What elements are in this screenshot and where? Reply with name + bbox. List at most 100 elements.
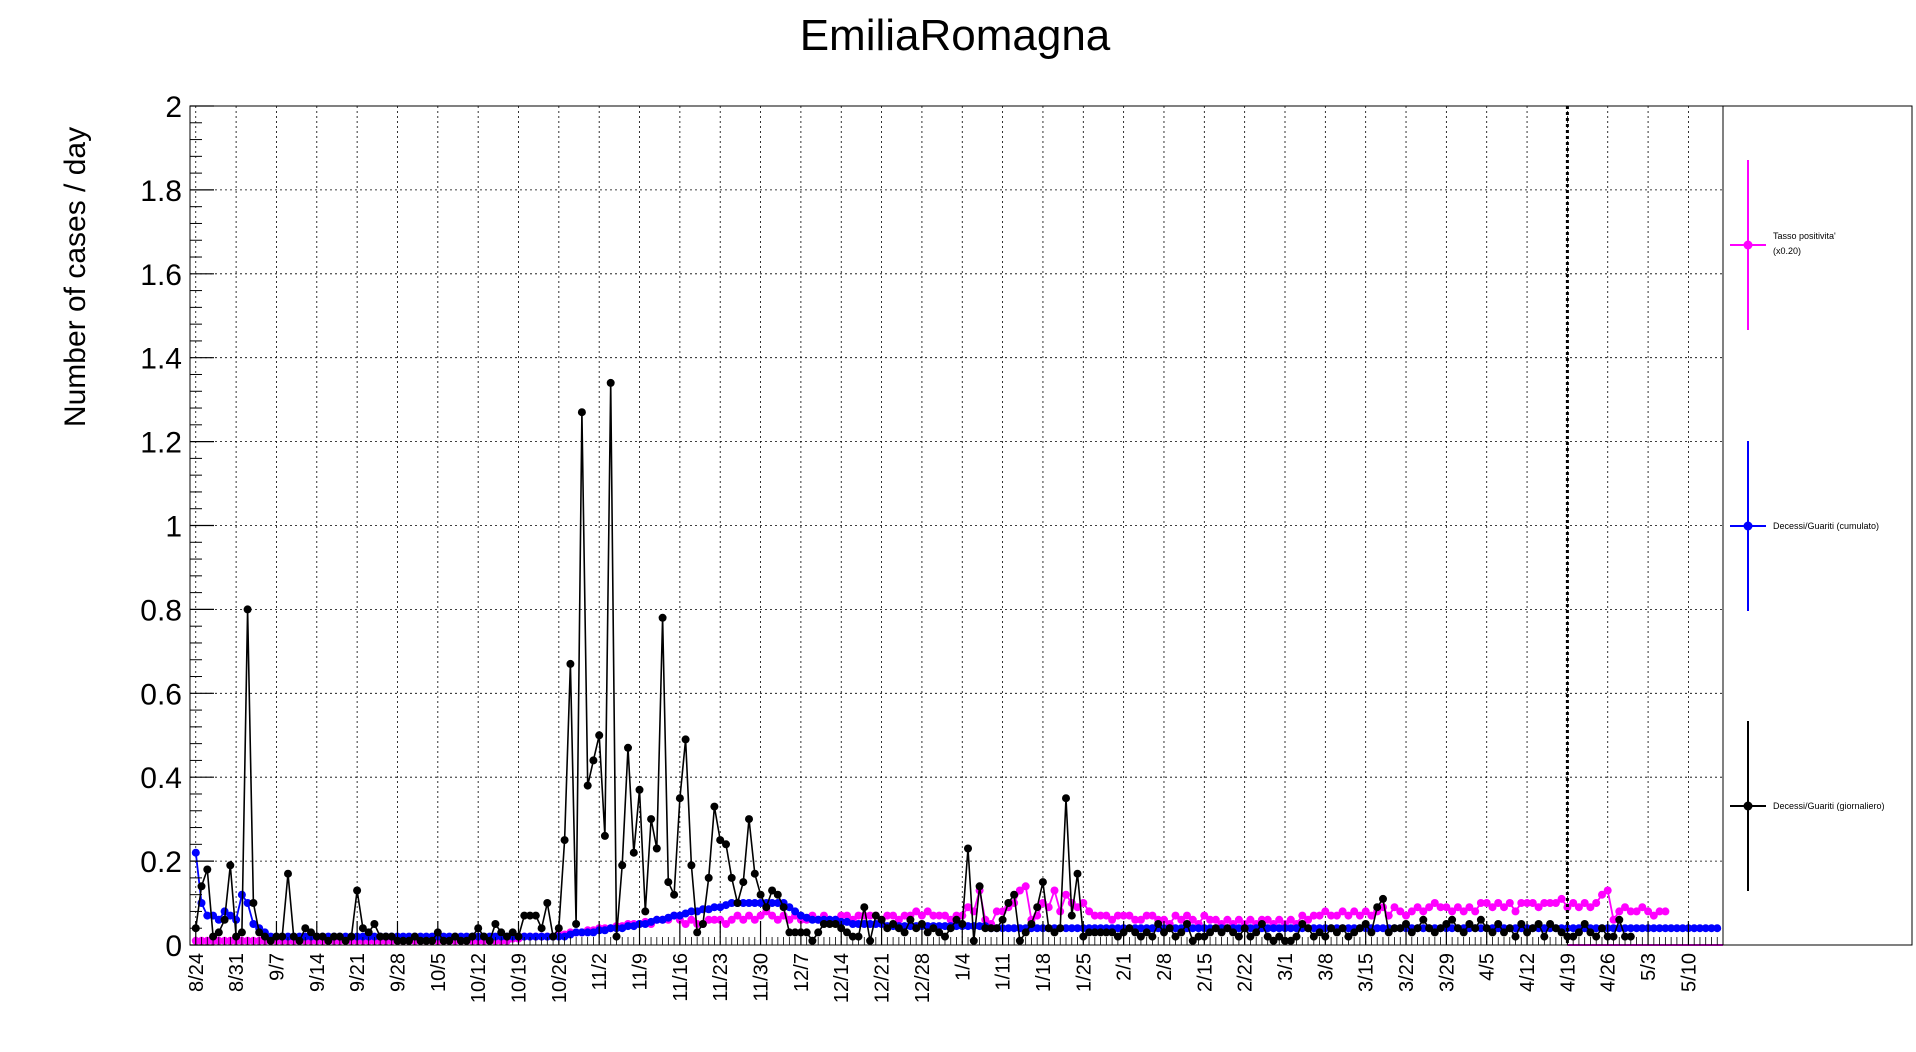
point-positivity: [1655, 907, 1664, 916]
point-daily: [802, 928, 811, 937]
point-daily: [1448, 915, 1457, 924]
point-positivity: [1551, 899, 1560, 907]
x-tick-label: 12/21: [872, 953, 894, 1003]
point-daily: [1436, 924, 1445, 933]
point-daily: [318, 932, 327, 941]
point-cumulative: [750, 899, 759, 907]
point-daily: [1275, 932, 1284, 941]
point-cumulative: [1275, 924, 1284, 933]
point-cumulative: [1448, 924, 1457, 933]
point-daily: [583, 781, 592, 790]
point-positivity: [917, 911, 926, 920]
point-positivity: [1563, 903, 1572, 912]
point-cumulative: [191, 848, 200, 857]
x-tick-label: 2/8: [1154, 953, 1176, 981]
point-cumulative: [1690, 924, 1699, 933]
point-cumulative: [687, 907, 696, 916]
point-daily: [226, 861, 235, 870]
point-positivity: [1315, 911, 1324, 920]
point-positivity: [1073, 903, 1082, 912]
x-tick-label: 11/30: [751, 953, 773, 1002]
point-daily: [1465, 920, 1474, 928]
point-daily: [1574, 928, 1583, 937]
point-cumulative: [1540, 924, 1549, 933]
point-daily: [1021, 928, 1030, 937]
point-daily: [203, 865, 212, 874]
point-daily: [307, 928, 315, 937]
point-daily: [1586, 928, 1595, 937]
point-daily: [1263, 932, 1272, 941]
point-cumulative: [491, 932, 500, 941]
point-daily: [894, 924, 903, 933]
point-positivity: [687, 915, 696, 924]
point-positivity: [889, 911, 898, 920]
point-daily: [698, 920, 707, 928]
point-positivity: [1523, 899, 1532, 907]
point-positivity: [1603, 886, 1612, 895]
point-positivity: [1183, 911, 1191, 920]
point-daily: [1062, 794, 1070, 803]
point-positivity: [1113, 911, 1122, 920]
point-daily: [301, 924, 310, 933]
point-positivity: [964, 903, 972, 912]
point-daily: [946, 924, 955, 933]
point-daily: [1344, 932, 1353, 941]
point-daily: [491, 920, 500, 928]
point-daily: [745, 815, 753, 824]
point-positivity: [1304, 915, 1313, 924]
point-daily: [785, 928, 794, 937]
point-positivity: [1142, 911, 1151, 920]
point-daily: [871, 911, 880, 920]
point-cumulative: [583, 928, 592, 937]
point-daily: [1384, 928, 1393, 937]
point-positivity: [1609, 915, 1618, 924]
point-cumulative: [1655, 924, 1664, 933]
point-daily: [693, 928, 702, 937]
y-tick-label: 1.4: [140, 343, 182, 376]
point-positivity: [1592, 899, 1601, 907]
legend-label: Decessi/Guariti (cumulato): [1773, 521, 1879, 531]
point-positivity: [1148, 911, 1157, 920]
point-cumulative: [1695, 924, 1704, 933]
point-cumulative: [848, 920, 857, 928]
point-daily: [762, 903, 771, 912]
point-daily: [526, 911, 534, 920]
point-daily: [214, 928, 223, 937]
point-daily: [497, 928, 506, 937]
point-daily: [549, 932, 558, 941]
point-positivity: [1569, 899, 1578, 907]
point-daily: [670, 890, 679, 899]
point-daily: [1148, 932, 1157, 941]
point-daily: [543, 899, 552, 907]
point-daily: [1102, 928, 1111, 937]
point-daily: [220, 915, 229, 924]
point-positivity: [773, 915, 782, 924]
point-daily: [468, 932, 477, 941]
point-cumulative: [785, 903, 794, 912]
grid: [190, 105, 1723, 946]
point-daily: [330, 932, 339, 941]
point-positivity: [1355, 911, 1364, 920]
point-positivity: [1459, 907, 1468, 916]
point-positivity: [1332, 911, 1341, 920]
point-positivity: [1471, 907, 1480, 916]
point-positivity: [912, 907, 921, 916]
point-positivity: [733, 911, 742, 920]
point-daily: [479, 932, 488, 941]
point-positivity: [1108, 915, 1117, 924]
point-positivity: [1494, 899, 1503, 907]
point-cumulative: [1632, 924, 1641, 933]
point-positivity: [1361, 907, 1370, 916]
x-tick-label: 5/10: [1678, 953, 1700, 992]
point-daily: [1425, 924, 1434, 933]
point-cumulative: [739, 899, 748, 907]
point-cumulative: [1701, 924, 1710, 933]
point-cumulative: [1062, 924, 1070, 933]
point-positivity: [1580, 899, 1589, 907]
point-daily: [1621, 932, 1629, 941]
point-daily: [981, 924, 990, 933]
y-tick-label: 0.6: [140, 678, 182, 711]
point-positivity: [1425, 903, 1434, 912]
point-positivity: [941, 911, 949, 920]
legend-marker: [1743, 521, 1753, 531]
